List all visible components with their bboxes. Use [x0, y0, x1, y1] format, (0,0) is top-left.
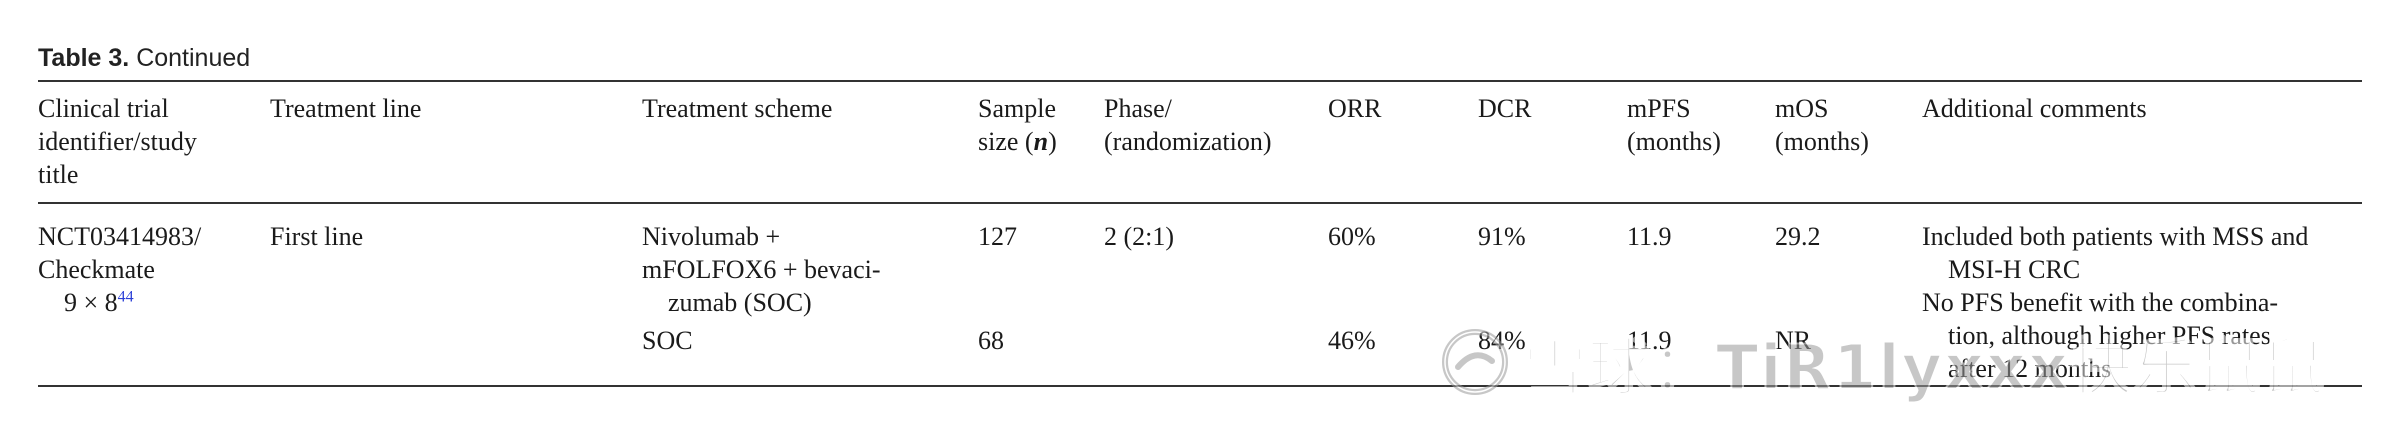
- header-mos: mOS (months): [1775, 92, 1869, 158]
- row1-comment-line5: after 12 months: [1948, 354, 2112, 383]
- row2-sample-size: 68: [978, 326, 1004, 355]
- row1-comment-line4: tion, although higher PFS rates: [1948, 321, 2271, 350]
- table-caption-text: Continued: [129, 44, 251, 72]
- row1-trial: NCT03414983/ Checkmate 9 × 844: [38, 220, 201, 319]
- row1-scheme-line2: mFOLFOX6 + bevaci-: [642, 255, 881, 284]
- header-trial-line3: title: [38, 160, 79, 189]
- header-phase: Phase/ (randomization): [1104, 92, 1272, 158]
- table-bottom-rule: [38, 385, 2362, 387]
- row1-sample-size: 127: [978, 222, 1017, 251]
- header-mos-line2: (months): [1775, 127, 1869, 156]
- row2-mos: NR: [1775, 326, 1812, 355]
- row1-phase: 2 (2:1): [1104, 222, 1175, 251]
- row1-dcr: 91%: [1478, 222, 1526, 251]
- row1-scheme-line1: Nivolumab +: [642, 222, 781, 251]
- row1-trial-line3: 9 × 844: [38, 286, 201, 319]
- header-phase-line2: (randomization): [1104, 127, 1272, 156]
- row2-orr: 46%: [1328, 326, 1376, 355]
- header-treatment-line: Treatment line: [270, 94, 422, 123]
- row1-trial-line3-text: 9 × 8: [64, 288, 118, 317]
- header-sample-line2-text: size (n): [978, 127, 1057, 156]
- row1-comments: Included both patients with MSS and MSI-…: [1922, 220, 2308, 385]
- header-mos-line1: mOS: [1775, 94, 1829, 123]
- row1-mos: 29.2: [1775, 222, 1821, 251]
- row1-trial-line1: NCT03414983/: [38, 222, 202, 251]
- table-caption: Table 3. Continued: [38, 44, 250, 73]
- header-trial-line1: Clinical trial: [38, 94, 169, 123]
- row1-orr: 60%: [1328, 222, 1376, 251]
- table-top-rule: [38, 80, 2362, 82]
- row1-scheme-line3: zumab (SOC): [668, 288, 812, 317]
- header-dcr: DCR: [1478, 94, 1532, 123]
- row2-dcr: 84%: [1478, 326, 1526, 355]
- header-sample-line1: Sample: [978, 94, 1056, 123]
- header-mpfs-line2: (months): [1627, 127, 1721, 156]
- row2-treatment-scheme: SOC: [642, 326, 693, 355]
- row1-comment-line1: Included both patients with MSS and: [1922, 222, 2309, 251]
- row1-treatment-line: First line: [270, 222, 364, 251]
- header-mpfs-line1: mPFS: [1627, 94, 1691, 123]
- row1-comment-line3: No PFS benefit with the combina-: [1922, 288, 2279, 317]
- row1-mpfs: 11.9: [1627, 222, 1672, 251]
- row1-comment-line2: MSI-H CRC: [1948, 255, 2081, 284]
- header-sample-line2: size (n): [978, 125, 1057, 158]
- header-phase-line1: Phase/: [1104, 94, 1172, 123]
- header-comments: Additional comments: [1922, 94, 2147, 123]
- header-orr: ORR: [1328, 94, 1382, 123]
- header-trial: Clinical trial identifier/study title: [38, 92, 197, 191]
- header-sample-size: Sample size (n): [978, 92, 1057, 158]
- row2-mpfs: 11.9: [1627, 326, 1672, 355]
- table-caption-label: Table 3.: [38, 44, 130, 72]
- table-header-rule: [38, 202, 2362, 204]
- header-trial-line2: identifier/study: [38, 127, 197, 156]
- row1-trial-reference[interactable]: 44: [117, 288, 134, 306]
- header-mpfs: mPFS (months): [1627, 92, 1721, 158]
- row1-trial-line2: Checkmate: [38, 255, 155, 284]
- row1-treatment-scheme: Nivolumab + mFOLFOX6 + bevaci- zumab (SO…: [642, 220, 881, 319]
- header-treatment-scheme: Treatment scheme: [642, 94, 833, 123]
